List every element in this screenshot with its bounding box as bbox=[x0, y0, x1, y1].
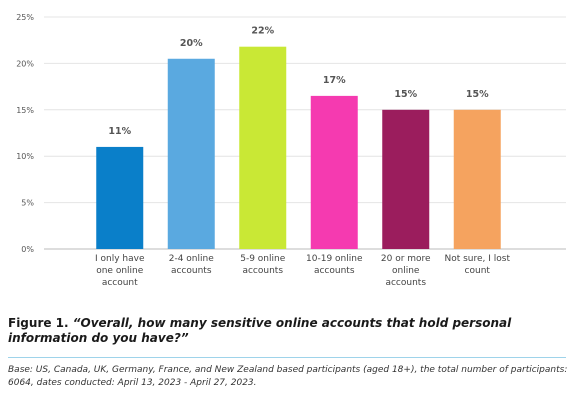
x-category-label: Not sure, I lost count bbox=[444, 254, 510, 276]
x-category-label-line: I only have bbox=[95, 254, 145, 264]
y-tick-label: 20% bbox=[16, 59, 34, 68]
figure-caption: Figure 1. “Overall, how many sensitive o… bbox=[8, 316, 568, 346]
x-category-label-line: accounts bbox=[242, 266, 283, 276]
data-labels: 11% 20% 22% 17% 15% 15% bbox=[108, 26, 489, 137]
y-tick-label: 15% bbox=[16, 106, 34, 115]
x-category-label-line: accounts bbox=[171, 266, 212, 276]
x-category-label-line: account bbox=[102, 278, 138, 288]
y-tick-label: 10% bbox=[16, 152, 34, 161]
data-label: 22% bbox=[251, 26, 274, 37]
x-category-label-line: accounts bbox=[314, 266, 355, 276]
y-tick-label: 0% bbox=[21, 245, 34, 254]
bar bbox=[382, 109, 430, 249]
bar bbox=[453, 109, 501, 249]
figure-caption-question: “Overall, how many sensitive online acco… bbox=[8, 316, 512, 345]
x-category-label-line: accounts bbox=[385, 278, 426, 288]
x-category-label-line: one online bbox=[96, 266, 144, 276]
x-category-label: 5-9 online accounts bbox=[240, 254, 285, 276]
y-axis-tick-labels: 0% 5% 10% 15% 20% 25% bbox=[16, 13, 34, 254]
caption-divider bbox=[8, 357, 566, 358]
bar bbox=[167, 58, 215, 250]
data-label: 20% bbox=[180, 38, 203, 49]
source-note: Base: US, Canada, UK, Germany, France, a… bbox=[8, 365, 568, 388]
figure-caption-prefix: Figure 1. bbox=[8, 316, 69, 330]
x-category-label-line: count bbox=[465, 266, 491, 276]
bar bbox=[96, 146, 144, 249]
x-category-label-line: 5-9 online bbox=[240, 254, 285, 264]
y-tick-label: 5% bbox=[21, 199, 34, 208]
data-label: 11% bbox=[108, 126, 131, 137]
x-category-label-line: Not sure, I lost bbox=[444, 254, 510, 264]
bar-chart: 0% 5% 10% 15% 20% 25% 11% 20% 22% 17% 15% 15% I on… bbox=[16, 13, 566, 288]
x-category-label: 20 or more online accounts bbox=[381, 254, 431, 288]
bar bbox=[239, 46, 287, 249]
x-category-label: 10-19 online accounts bbox=[306, 254, 363, 276]
bar bbox=[310, 95, 358, 249]
bars bbox=[96, 46, 501, 250]
data-label: 15% bbox=[394, 89, 417, 100]
x-category-label: I only have one online account bbox=[95, 254, 145, 288]
x-category-label-line: 10-19 online bbox=[306, 254, 363, 264]
x-category-label: 2-4 online accounts bbox=[169, 254, 214, 276]
data-label: 15% bbox=[466, 89, 489, 100]
data-label: 17% bbox=[323, 75, 346, 86]
y-tick-label: 25% bbox=[16, 13, 34, 22]
x-category-label-line: 2-4 online bbox=[169, 254, 214, 264]
x-category-label-line: online bbox=[392, 266, 420, 276]
x-category-label-line: 20 or more bbox=[381, 254, 431, 264]
x-axis-category-labels: I only have one online account 2-4 online ac… bbox=[95, 254, 510, 288]
